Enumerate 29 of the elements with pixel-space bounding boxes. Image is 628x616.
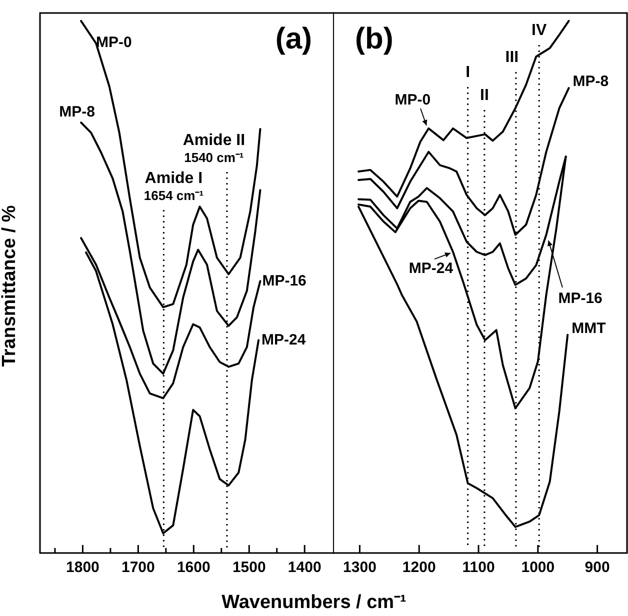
x-tick-label: 1100 bbox=[462, 559, 495, 576]
ref-line-label: Amide II 1540 cm⁻¹ bbox=[182, 132, 246, 165]
ref-line-label: I bbox=[466, 64, 470, 81]
series-label: MP-16 bbox=[262, 272, 306, 290]
x-tick-label: 900 bbox=[584, 559, 610, 576]
text: MP-16 bbox=[558, 290, 602, 307]
x-tick-label: 1500 bbox=[232, 559, 266, 576]
chart-title: (a) bbox=[275, 22, 312, 56]
ref-line-label: III bbox=[505, 49, 519, 66]
series-label: MP-0 bbox=[96, 34, 132, 52]
x-tick-label: 1600 bbox=[176, 559, 210, 576]
series-label: MP-24 bbox=[262, 331, 306, 348]
legend-label: MP-24 bbox=[408, 260, 454, 278]
x-tick-label: 1000 bbox=[521, 559, 555, 576]
x-axis-title: Wavenumbers / cm⁻¹ bbox=[220, 591, 408, 614]
series-label: MP-8 bbox=[59, 104, 95, 121]
x-tick-label: 1200 bbox=[402, 559, 436, 576]
series-label: MP-0 bbox=[394, 92, 431, 109]
x-tick-label: 1700 bbox=[121, 559, 155, 576]
x-tick-label: 1400 bbox=[288, 559, 322, 576]
ref-line-label: II bbox=[480, 87, 489, 104]
series-label: MMT bbox=[572, 320, 606, 338]
x-tick-label: 1800 bbox=[66, 559, 100, 576]
series-label: MP-8 bbox=[572, 73, 609, 90]
y-axis-title: Transmittance / % bbox=[0, 204, 21, 369]
chart-title: (b) bbox=[355, 22, 394, 56]
x-tick-label: 1300 bbox=[343, 559, 376, 576]
ref-line-label: Amide I 1654 cm⁻¹ bbox=[144, 170, 204, 203]
ref-line-label: IV bbox=[532, 22, 547, 39]
